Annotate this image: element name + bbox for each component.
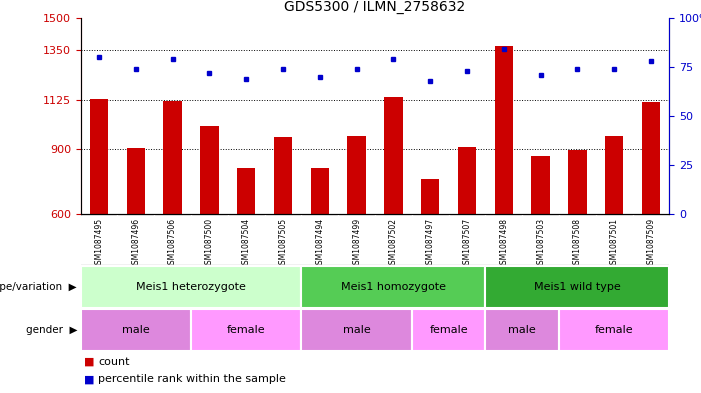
Text: female: female — [429, 325, 468, 335]
Text: GSM1087497: GSM1087497 — [426, 218, 435, 269]
Text: ■: ■ — [84, 374, 95, 384]
Bar — [311, 168, 329, 214]
Text: male: male — [122, 325, 150, 335]
Text: GSM1087501: GSM1087501 — [610, 218, 619, 269]
Text: female: female — [595, 325, 634, 335]
Bar — [81, 309, 191, 351]
Bar — [569, 150, 587, 214]
Text: GSM1087505: GSM1087505 — [278, 218, 287, 269]
Text: GSM1087498: GSM1087498 — [499, 218, 508, 269]
Bar — [90, 99, 108, 214]
Text: GSM1087509: GSM1087509 — [646, 218, 655, 269]
Bar — [495, 46, 513, 214]
Text: GSM1087506: GSM1087506 — [168, 218, 177, 269]
Bar — [531, 156, 550, 214]
Bar — [301, 309, 411, 351]
Bar — [163, 101, 182, 214]
Bar — [642, 102, 660, 214]
Text: GSM1087500: GSM1087500 — [205, 218, 214, 269]
Text: GSM1087502: GSM1087502 — [389, 218, 398, 269]
Title: GDS5300 / ILMN_2758632: GDS5300 / ILMN_2758632 — [285, 0, 465, 14]
Text: Meis1 heterozygote: Meis1 heterozygote — [136, 282, 246, 292]
Bar — [485, 266, 669, 308]
Text: GSM1087494: GSM1087494 — [315, 218, 325, 269]
Bar — [237, 168, 255, 214]
Bar — [301, 266, 485, 308]
Text: GSM1087504: GSM1087504 — [242, 218, 251, 269]
Text: percentile rank within the sample: percentile rank within the sample — [98, 374, 286, 384]
Bar — [412, 309, 485, 351]
Bar — [559, 309, 669, 351]
Bar — [81, 266, 301, 308]
Text: GSM1087508: GSM1087508 — [573, 218, 582, 269]
Bar — [200, 126, 219, 214]
Bar — [127, 148, 145, 214]
Bar — [384, 97, 402, 214]
Bar — [421, 179, 440, 214]
Bar — [605, 136, 623, 214]
Text: count: count — [98, 356, 130, 367]
Bar — [274, 137, 292, 214]
Text: GSM1087495: GSM1087495 — [95, 218, 104, 269]
Text: genotype/variation  ▶: genotype/variation ▶ — [0, 282, 77, 292]
Bar — [191, 309, 301, 351]
Text: male: male — [508, 325, 536, 335]
Text: male: male — [343, 325, 371, 335]
Text: Meis1 homozygote: Meis1 homozygote — [341, 282, 446, 292]
Bar — [348, 136, 366, 214]
Text: GSM1087496: GSM1087496 — [131, 218, 140, 269]
Text: gender  ▶: gender ▶ — [26, 325, 77, 335]
Text: GSM1087507: GSM1087507 — [463, 218, 472, 269]
Bar — [485, 309, 559, 351]
Bar — [458, 147, 476, 214]
Text: female: female — [227, 325, 266, 335]
Text: Meis1 wild type: Meis1 wild type — [534, 282, 621, 292]
Text: ■: ■ — [84, 356, 95, 367]
Text: GSM1087503: GSM1087503 — [536, 218, 545, 269]
Text: GSM1087499: GSM1087499 — [352, 218, 361, 269]
